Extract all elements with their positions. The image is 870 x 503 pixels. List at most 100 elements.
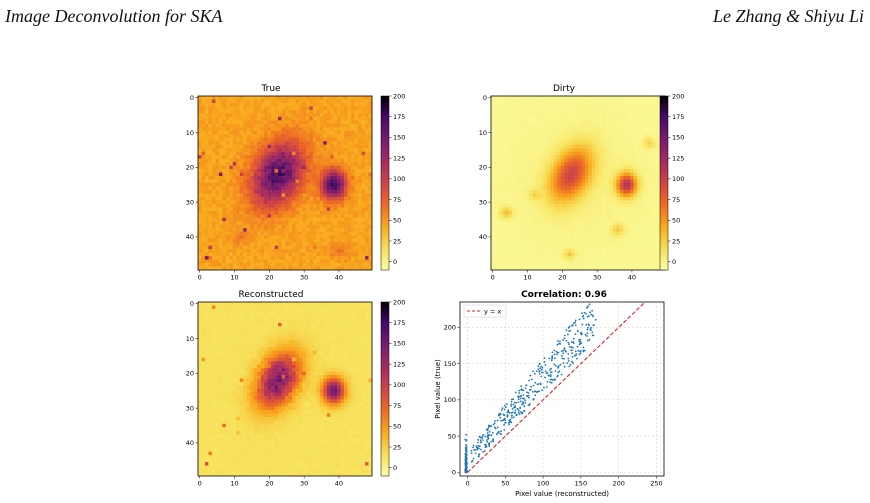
- scatter-point: [556, 343, 559, 346]
- scatter-point: [550, 381, 553, 384]
- scatter-point: [582, 317, 585, 320]
- colorbar-tick-label: 200: [393, 92, 405, 100]
- colorbar-tick-label: 50: [393, 423, 401, 431]
- x-tick-label: 10: [230, 480, 238, 488]
- scatter-point: [477, 438, 479, 441]
- scatter-point: [503, 417, 506, 420]
- scatter-x-tick-label: 150: [575, 480, 587, 488]
- scatter-y-tick-label: 0: [452, 469, 456, 477]
- y-tick-label: 20: [186, 370, 194, 378]
- scatter-point: [478, 447, 480, 450]
- x-tick-label: 30: [593, 274, 601, 282]
- scatter-point: [513, 416, 515, 418]
- scatter-title: Correlation: 0.96: [521, 290, 607, 300]
- scatter-point: [579, 340, 582, 343]
- scatter-point: [496, 432, 499, 434]
- scatter-point: [589, 329, 592, 332]
- colorbar-tick-label: 0: [672, 258, 676, 266]
- scatter-point: [517, 395, 519, 398]
- scatter-point: [512, 403, 515, 406]
- scatter-x-tick-label: 100: [537, 480, 549, 488]
- scatter-point: [481, 435, 484, 437]
- scatter-point: [488, 424, 490, 427]
- scatter-point: [486, 432, 489, 434]
- scatter-point: [532, 370, 534, 373]
- scatter-point: [528, 396, 530, 399]
- scatter-point: [563, 357, 565, 360]
- scatter-point: [531, 391, 534, 393]
- scatter-point: [498, 414, 500, 417]
- scatter-point: [570, 349, 573, 352]
- scatter-point: [517, 398, 520, 401]
- scatter-point: [482, 451, 484, 453]
- colorbar-tick-label: 150: [393, 340, 405, 348]
- scatter-point: [514, 411, 517, 414]
- scatter-point: [508, 411, 511, 414]
- scatter-point: [503, 408, 506, 411]
- scatter-point: [465, 450, 468, 453]
- scatter-point: [532, 398, 535, 401]
- scatter-plot: 0 50 100 150 200 250 0 50 100 150 200 y = x Pixel …: [434, 301, 665, 498]
- scatter-point: [586, 315, 589, 318]
- scatter-point: [586, 332, 589, 334]
- scatter-point: [533, 390, 536, 393]
- y-tick-label: 10: [186, 335, 194, 343]
- y-tick-label: 30: [186, 404, 194, 412]
- x-tick-label: 10: [523, 274, 531, 282]
- scatter-point: [570, 346, 573, 349]
- scatter-point: [585, 313, 588, 315]
- scatter-point: [554, 370, 557, 372]
- scatter-point: [578, 338, 580, 341]
- scatter-point: [549, 374, 552, 376]
- scatter-point: [579, 350, 581, 353]
- scatter-point: [563, 347, 566, 349]
- scatter-point: [512, 398, 514, 401]
- scatter-point: [492, 423, 495, 426]
- colorbar-tick-label: 100: [393, 381, 405, 389]
- scatter-point: [578, 353, 581, 356]
- scatter-point: [564, 349, 567, 352]
- y-tick-label: 0: [190, 300, 194, 308]
- scatter-point: [529, 403, 531, 405]
- scatter-point: [574, 324, 577, 326]
- scatter-point: [496, 426, 499, 429]
- scatter-point: [548, 357, 551, 360]
- scatter-point: [492, 440, 495, 443]
- scatter-point: [546, 381, 549, 383]
- scatter-point: [540, 375, 543, 378]
- scatter-point: [517, 411, 520, 414]
- scatter-point: [518, 392, 521, 394]
- scatter-point: [528, 379, 530, 382]
- scatter-point: [511, 416, 513, 419]
- scatter-point: [576, 330, 579, 333]
- scatter-point: [511, 408, 514, 410]
- scatter-point: [588, 338, 591, 341]
- scatter-point: [525, 395, 528, 397]
- scatter-point: [465, 453, 468, 456]
- scatter-point: [539, 370, 541, 372]
- scatter-point: [494, 426, 496, 429]
- scatter-point: [503, 423, 505, 426]
- scatter-point: [592, 334, 595, 337]
- scatter-point: [519, 397, 522, 400]
- scatter-point: [591, 331, 594, 334]
- scatter-point: [515, 401, 517, 404]
- scatter-point: [554, 378, 557, 380]
- scatter-point: [575, 353, 578, 355]
- scatter-point: [522, 394, 525, 396]
- scatter-point: [543, 360, 546, 363]
- scatter-point: [494, 420, 496, 422]
- scatter-point: [465, 447, 468, 450]
- scatter-point: [537, 368, 540, 371]
- y-tick-label: 40: [479, 233, 487, 241]
- scatter-point: [521, 403, 523, 406]
- scatter-point: [490, 434, 493, 437]
- scatter-point: [549, 375, 552, 378]
- scatter-point: [575, 354, 577, 357]
- scatter-point: [574, 321, 577, 324]
- scatter-point: [500, 419, 502, 422]
- scatter-point: [546, 372, 549, 374]
- scatter-point: [574, 319, 577, 322]
- scatter-point: [522, 389, 525, 392]
- x-tick-label: 40: [335, 480, 343, 488]
